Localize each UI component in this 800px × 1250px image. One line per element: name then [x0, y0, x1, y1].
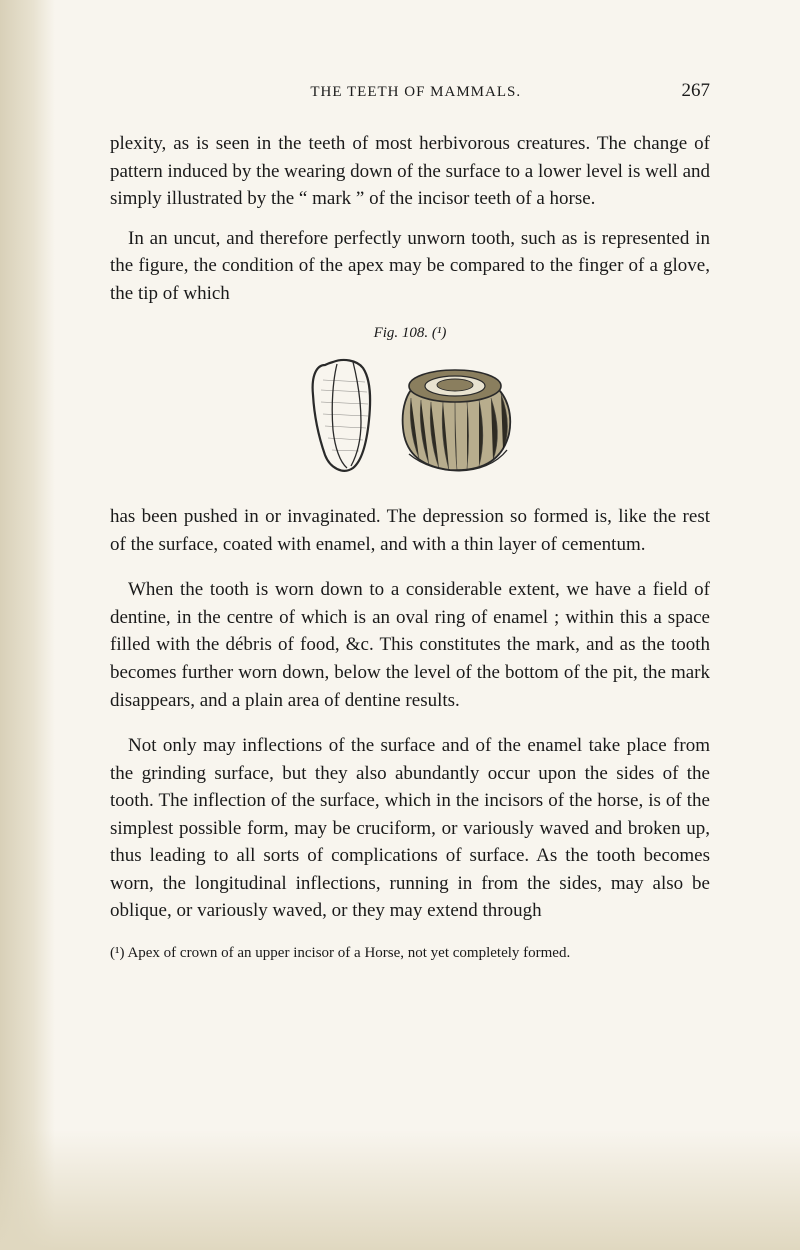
- tooth-left-icon: [313, 360, 370, 471]
- footnote: (¹) Apex of crown of an upper incisor of…: [110, 943, 710, 963]
- paragraph-3: has been pushed in or invaginated. The d…: [110, 503, 710, 558]
- figure-illustration: [110, 350, 710, 485]
- paragraph-2: In an uncut, and therefore perfectly unw…: [110, 225, 710, 308]
- tooth-illustration-svg: [295, 350, 525, 480]
- figure-caption-number: 108.: [402, 325, 428, 341]
- figure-caption-ref: (¹): [432, 325, 447, 341]
- page-number: 267: [682, 80, 711, 102]
- paragraph-1: plexity, as is seen in the teeth of most…: [110, 130, 710, 213]
- figure-caption: Fig. 108. (¹): [110, 325, 710, 342]
- running-title: THE TEETH OF MAMMALS.: [150, 84, 682, 101]
- figure-caption-prefix: Fig.: [374, 325, 399, 341]
- footnote-text: Apex of crown of an upper incisor of a H…: [127, 945, 570, 961]
- paragraph-5: Not only may inflections of the surface …: [110, 732, 710, 925]
- page-container: THE TEETH OF MAMMALS. 267 plexity, as is…: [0, 0, 800, 1250]
- paragraph-4: When the tooth is worn down to a conside…: [110, 576, 710, 714]
- footnote-marker: (¹): [110, 945, 125, 961]
- page-header: THE TEETH OF MAMMALS. 267: [110, 80, 710, 102]
- tooth-right-icon: [403, 370, 511, 471]
